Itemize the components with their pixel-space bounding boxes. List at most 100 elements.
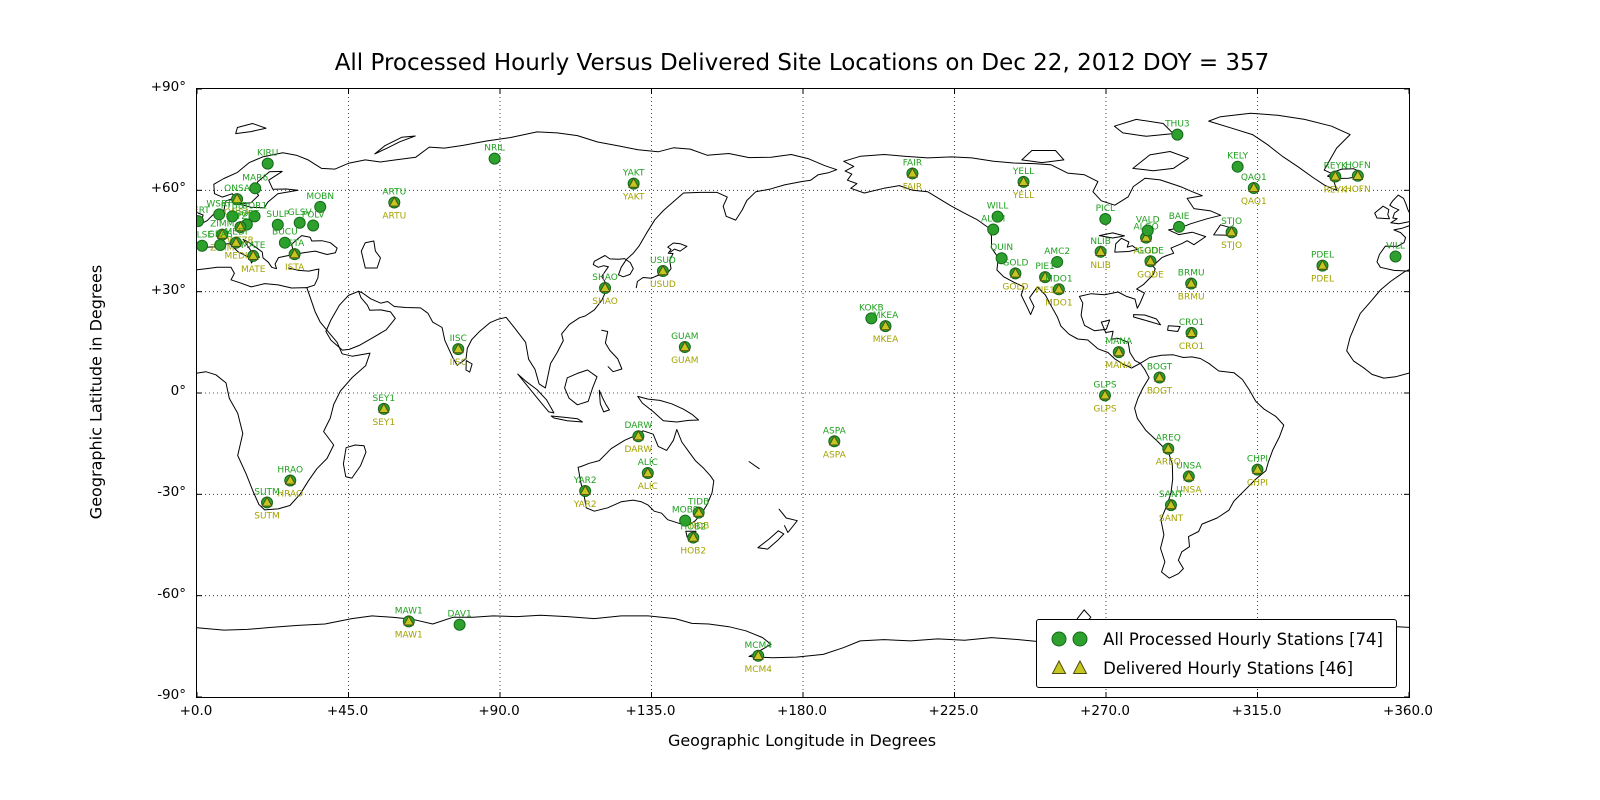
station-albh: ALBH	[981, 215, 1005, 236]
station-label-delivered: MCM4	[744, 665, 772, 675]
station-picl: PICL	[1096, 204, 1115, 226]
legend-label-delivered: Delivered Hourly Stations [46]	[1103, 658, 1354, 678]
processed-station-dot	[865, 312, 878, 325]
processed-station-dot	[214, 239, 227, 252]
station-label-delivered: MATE	[241, 265, 266, 275]
delivered-station-triangle	[828, 435, 840, 446]
delivered-station-triangle	[1153, 371, 1166, 382]
delivered-station-triangle	[642, 466, 654, 478]
processed-station-dot	[1141, 224, 1154, 237]
delivered-station-triangle	[1316, 259, 1329, 270]
station-kely: KELY	[1227, 152, 1249, 173]
station-label-processed: YAR2	[573, 476, 597, 486]
delivered-station-triangle	[452, 342, 464, 354]
coastline	[843, 154, 1222, 369]
station-hob2: HOB2 HOB2	[680, 523, 706, 557]
x-tick-label: +360.0	[1383, 703, 1433, 719]
station-usud: USUD USUD	[650, 256, 676, 290]
x-tick-label: +180.0	[777, 703, 827, 719]
delivered-station-triangle	[388, 196, 400, 207]
station-label-processed: NRIL	[484, 144, 505, 154]
delivered-station-triangle	[261, 496, 273, 507]
station-baie: BAIE	[1169, 212, 1190, 233]
station-ptbb: PTBB	[221, 201, 244, 223]
x-axis-title: Geographic Longitude in Degrees	[667, 731, 937, 750]
delivered-station-triangle	[234, 221, 246, 232]
coastline	[288, 267, 320, 289]
coastline	[517, 373, 555, 414]
delivered-station-triangle	[230, 236, 242, 247]
station-label-processed: WSRT	[206, 199, 232, 209]
station-label-processed: SHAO	[592, 273, 618, 283]
processed-station-dot	[226, 210, 239, 223]
delivered-station-triangle	[1009, 267, 1021, 278]
station-label-processed: STJO	[1221, 217, 1242, 227]
station-label-delivered: ASPA	[823, 450, 847, 460]
station-label-delivered: PIE1	[1035, 286, 1055, 296]
processed-station-dot	[1099, 213, 1112, 226]
delivered-station-triangle	[1039, 271, 1051, 282]
delivered-station-triangle	[216, 228, 228, 239]
y-tick-label: +90°	[150, 79, 186, 95]
delivered-station-triangle	[1185, 326, 1198, 337]
station-medi: MEDI MEDI	[225, 228, 248, 262]
delivered-station-triangle	[1095, 245, 1107, 256]
processed-station-dot	[314, 200, 327, 213]
processed-station-dot	[1171, 128, 1184, 141]
delivered-station-triangle	[657, 264, 669, 276]
delivered-station-triangle	[599, 281, 611, 293]
station-fair: FAIR FAIR	[903, 158, 922, 192]
station-chpi: CHPI CHPI	[1247, 455, 1268, 489]
station-label-processed: VALD	[1136, 216, 1160, 226]
station-label-processed: SANT	[1159, 490, 1184, 500]
delivered-station-triangle	[693, 506, 705, 517]
station-will: WILL	[987, 202, 1008, 223]
station-label-processed: MCM4	[744, 641, 772, 651]
station-tidb: TIDB TIDB	[687, 498, 709, 532]
station-label-delivered: DARW	[625, 445, 653, 455]
station-label-processed: USUD	[650, 256, 676, 266]
x-tick-label: +135.0	[625, 703, 676, 719]
station-label-processed: TLSE	[197, 231, 213, 241]
delivered-station-triangle	[1329, 170, 1341, 181]
delivered-station-triangle	[1162, 442, 1174, 453]
station-label-processed: MANA	[1105, 337, 1133, 347]
station-label-processed: ALIC	[638, 458, 658, 468]
coastline	[1389, 194, 1409, 225]
legend-triangle-glyph	[1072, 659, 1088, 674]
station-iisc: IISC IISC	[450, 334, 467, 368]
coastline	[1133, 314, 1161, 326]
station-label-processed: ASPA	[823, 426, 847, 436]
station-mana: MANA MANA	[1105, 337, 1133, 371]
station-label-processed: ARTU	[382, 187, 406, 197]
station-label-processed: DAV1	[447, 610, 471, 620]
station-amc2: AMC2	[1044, 247, 1070, 268]
delivered-station-triangle	[1183, 470, 1195, 481]
station-label-delivered: MDO1	[1045, 298, 1073, 308]
delivered-station-triangle	[247, 249, 259, 260]
coastline	[637, 395, 700, 423]
station-label-processed: POLV	[302, 210, 326, 220]
station-yell: YELL YELL	[1012, 167, 1034, 201]
delivered-station-triangle	[906, 167, 918, 178]
x-tick-label: +315.0	[1231, 703, 1282, 719]
station-label-delivered: GOLD	[1002, 282, 1028, 292]
station-label-delivered: USUD	[650, 280, 676, 290]
station-label-delivered: GLPS	[1093, 404, 1116, 414]
processed-station-dot	[453, 618, 466, 631]
coastline	[564, 369, 598, 406]
station-label-processed: SUTM	[254, 487, 280, 497]
station-label-delivered: CHPI	[1247, 479, 1268, 489]
delivered-station-triangle	[1099, 389, 1111, 400]
station-label-processed: NLIB	[1090, 237, 1111, 247]
station-label-processed: ALBH	[981, 215, 1005, 225]
station-bucu: BUCU	[272, 228, 298, 249]
delivered-station-triangle	[628, 177, 640, 188]
station-mkea: MKEA MKEA	[873, 311, 899, 345]
delivered-station-triangle	[1352, 169, 1364, 180]
station-label-delivered: GODE	[1137, 270, 1164, 280]
station-maw1: MAW1 MAW1	[395, 606, 423, 640]
processed-station-dot	[307, 219, 320, 232]
coastline	[197, 131, 838, 389]
processed-marker-icon	[1051, 631, 1088, 647]
